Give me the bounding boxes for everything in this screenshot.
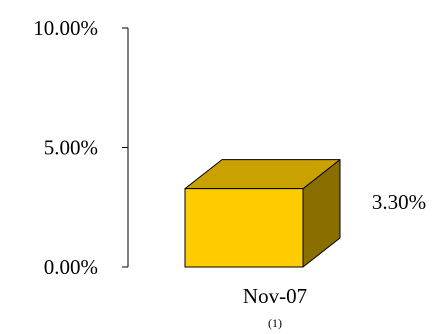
bars	[184, 159, 341, 268]
y-tick-label: 10.00%	[33, 16, 98, 40]
y-tick-label: 0.00%	[44, 255, 98, 279]
bar-front-face	[184, 188, 304, 268]
category-footnote: (1)	[268, 316, 282, 330]
category-label: Nov-07	[243, 284, 307, 308]
bar	[184, 159, 341, 268]
data-label: 3.30%	[372, 190, 426, 214]
y-axis-ticks: 0.00% 5.00% 10.00%	[33, 16, 128, 279]
labels: 3.30% Nov-07 (1)	[243, 190, 426, 330]
y-tick-label: 5.00%	[44, 136, 98, 160]
